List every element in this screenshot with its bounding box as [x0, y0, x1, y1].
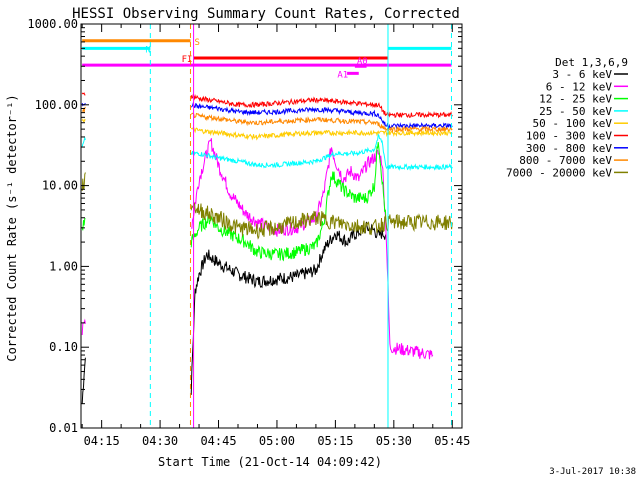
x-tick-label: 05:15 — [317, 434, 353, 448]
legend-entry-label: 300 - 800 keV — [526, 142, 612, 155]
series-line — [81, 106, 86, 113]
x-tick-label: 05:30 — [376, 434, 412, 448]
legend-title: Det 1,3,6,9 — [555, 56, 628, 69]
series-line — [190, 101, 453, 130]
y-tick-label: 1.00 — [49, 259, 78, 273]
series-line — [190, 221, 387, 395]
flag-label: A0 — [357, 57, 368, 67]
x-tick-label: 05:00 — [259, 434, 295, 448]
y-tick-label: 100.00 — [35, 98, 78, 112]
series-line — [81, 92, 86, 96]
y-tick-label: 0.10 — [49, 340, 78, 354]
chart-title: HESSI Observing Summary Count Rates, Cor… — [72, 6, 460, 22]
vertical-markers — [149, 24, 452, 428]
legend-entry-label: 6 - 12 keV — [546, 80, 613, 93]
series-line — [81, 172, 86, 191]
flag-label: S — [194, 38, 199, 48]
y-tick-label: 10.00 — [42, 179, 78, 193]
flag-label: FI — [182, 55, 193, 65]
axes: 0.01 0.10 1.00 10.00 100.00 1000.00 04:15 04:30… — [27, 17, 470, 448]
legend-entry-label: 12 - 25 keV — [539, 93, 612, 106]
series-line — [190, 141, 387, 262]
series-line — [190, 202, 453, 240]
flag-label: A1 — [337, 70, 348, 80]
y-axis-label: Corrected Count Rate (s⁻¹ detector⁻¹) — [5, 94, 19, 361]
series-line — [81, 136, 86, 147]
plot-frame — [80, 23, 463, 429]
series-line — [81, 217, 86, 231]
legend-entry-label: 7000 - 20000 keV — [506, 166, 612, 179]
flag-label: N — [145, 45, 150, 55]
series-line — [190, 93, 453, 119]
y-tick-label: 0.01 — [49, 421, 78, 435]
series-line — [190, 127, 453, 141]
x-axis-label: Start Time (21-Oct-14 04:09:42) — [158, 455, 382, 469]
y-tick-label: 1000.00 — [27, 17, 78, 31]
series-line — [190, 133, 453, 172]
x-tick-label: 04:30 — [142, 434, 178, 448]
series-lines — [81, 92, 453, 404]
x-tick-label: 05:45 — [434, 434, 470, 448]
x-tick-label: 04:45 — [200, 434, 236, 448]
footer-date: 3-Jul-2017 10:38 — [549, 467, 636, 477]
x-tick-label: 04:15 — [84, 434, 120, 448]
legend-entry-label: 100 - 300 keV — [526, 130, 612, 143]
series-line — [81, 118, 86, 123]
legend-entry-label: 50 - 100 keV — [533, 117, 613, 130]
legend-entry-label: 800 - 7000 keV — [519, 154, 612, 167]
legend-entry-label: 25 - 50 keV — [539, 105, 612, 118]
observing-flags: S N FI A0 A1 — [82, 38, 452, 80]
series-line — [81, 357, 86, 404]
series-line — [190, 112, 453, 134]
legend-entry-label: 3 - 6 keV — [552, 68, 612, 81]
